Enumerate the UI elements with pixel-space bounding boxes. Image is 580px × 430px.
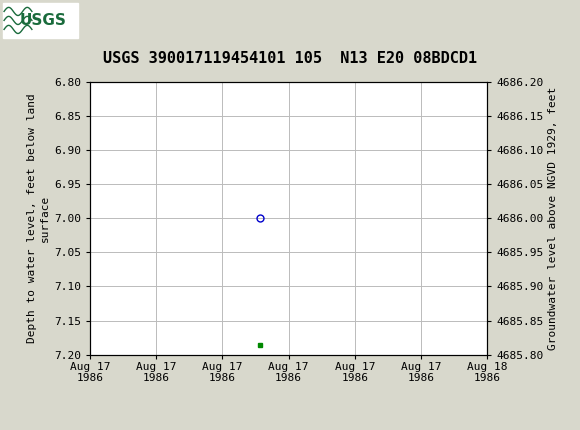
Text: USGS 390017119454101 105  N13 E20 08BDCD1: USGS 390017119454101 105 N13 E20 08BDCD1 [103, 51, 477, 65]
Bar [3, 3, 78, 37]
Text: USGS: USGS [20, 13, 67, 28]
Y-axis label: Groundwater level above NGVD 1929, feet: Groundwater level above NGVD 1929, feet [548, 86, 557, 350]
Y-axis label: Depth to water level, feet below land
surface: Depth to water level, feet below land su… [27, 93, 50, 343]
